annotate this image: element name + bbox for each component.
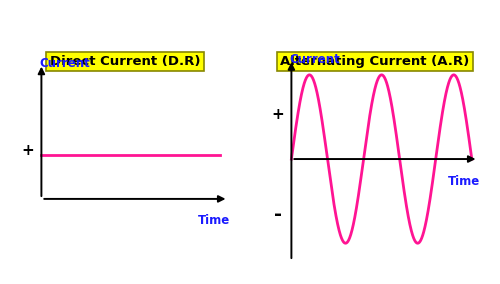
Text: Current: Current <box>289 53 340 66</box>
Text: -: - <box>274 205 282 224</box>
Text: Current: Current <box>39 57 90 70</box>
Text: Time: Time <box>448 175 480 187</box>
Text: +: + <box>22 143 34 158</box>
Text: Time: Time <box>198 214 230 227</box>
Text: +: + <box>272 107 284 122</box>
Text: Direct Current (D.R): Direct Current (D.R) <box>50 55 200 68</box>
Text: Alternating Current (A.R): Alternating Current (A.R) <box>280 55 469 68</box>
